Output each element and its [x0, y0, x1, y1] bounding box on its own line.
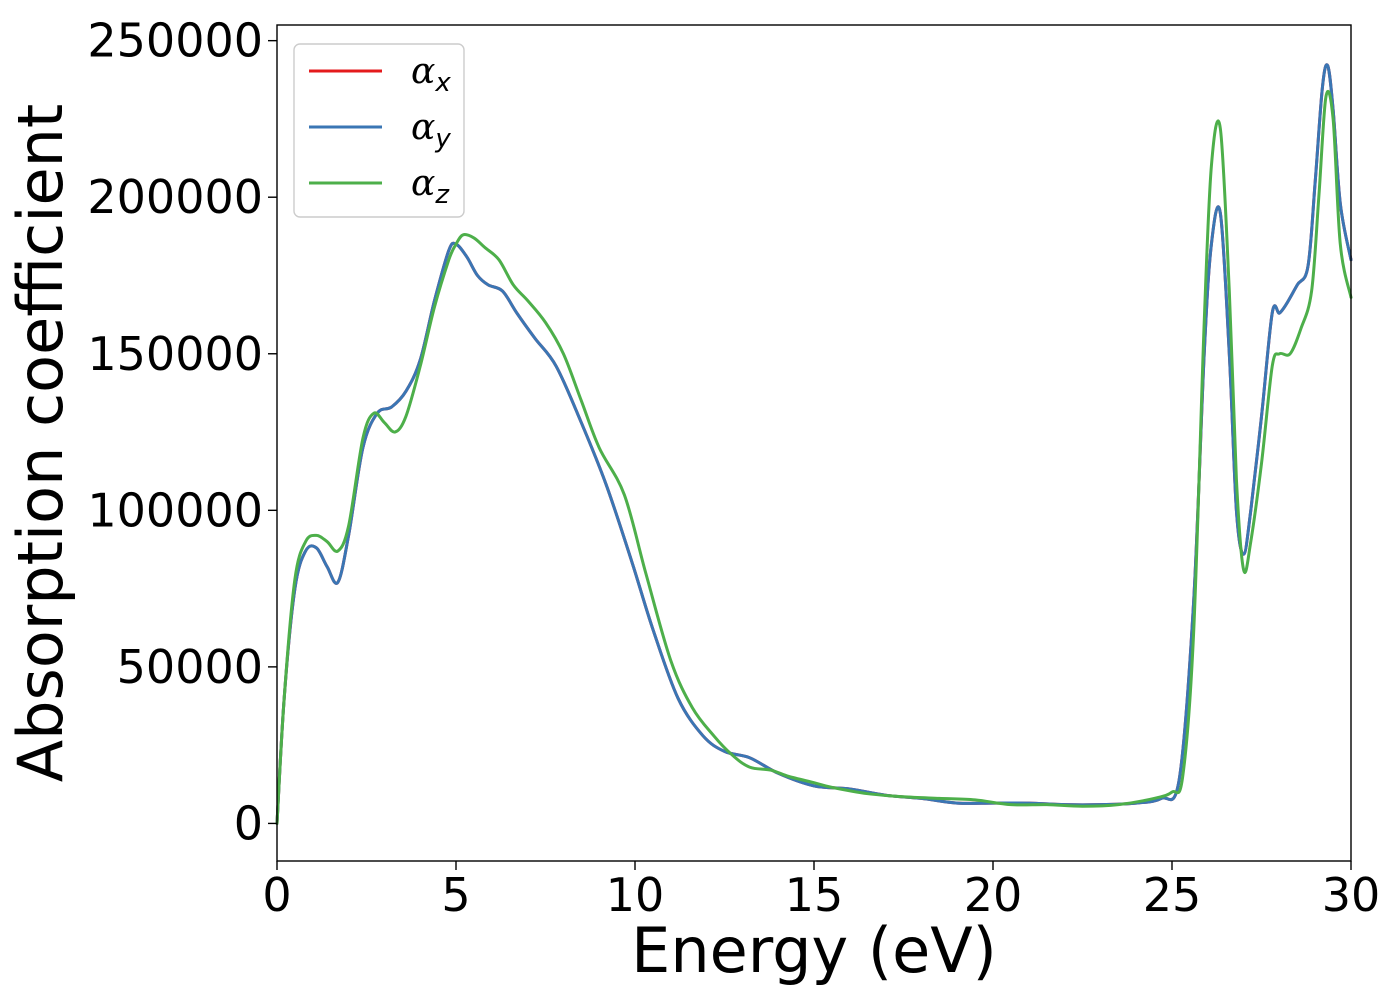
y-tick-label: 250000 [87, 14, 263, 68]
legend-label-y: αy [411, 107, 451, 154]
x-tick-label: 20 [964, 868, 1023, 922]
y-axis: 0 50000 100000 150000 200000 250000 [87, 14, 277, 850]
x-tick-label: 30 [1322, 868, 1381, 922]
legend-box [293, 43, 465, 218]
x-tick-label: 5 [441, 868, 470, 922]
series-layer [275, 63, 1353, 825]
x-tick-label: 25 [1143, 868, 1202, 922]
y-tick-label: 150000 [87, 327, 263, 381]
legend: αx αy αz [293, 43, 465, 218]
x-axis-label: Energy (eV) [631, 914, 997, 987]
x-tick-label: 10 [606, 868, 665, 922]
x-tick-label: 15 [785, 868, 844, 922]
y-tick-label: 0 [234, 796, 263, 850]
x-axis: 0 5 10 15 20 25 30 [262, 861, 1380, 922]
y-tick-label: 200000 [87, 170, 263, 224]
series-line-z [275, 89, 1353, 825]
x-tick-label: 0 [262, 868, 291, 922]
y-tick-label: 50000 [117, 640, 263, 694]
y-axis-label: Absorption coefficient [4, 104, 77, 783]
y-tick-label: 100000 [87, 483, 263, 537]
legend-label-x: αx [411, 51, 451, 98]
legend-label-z: αz [411, 163, 450, 210]
